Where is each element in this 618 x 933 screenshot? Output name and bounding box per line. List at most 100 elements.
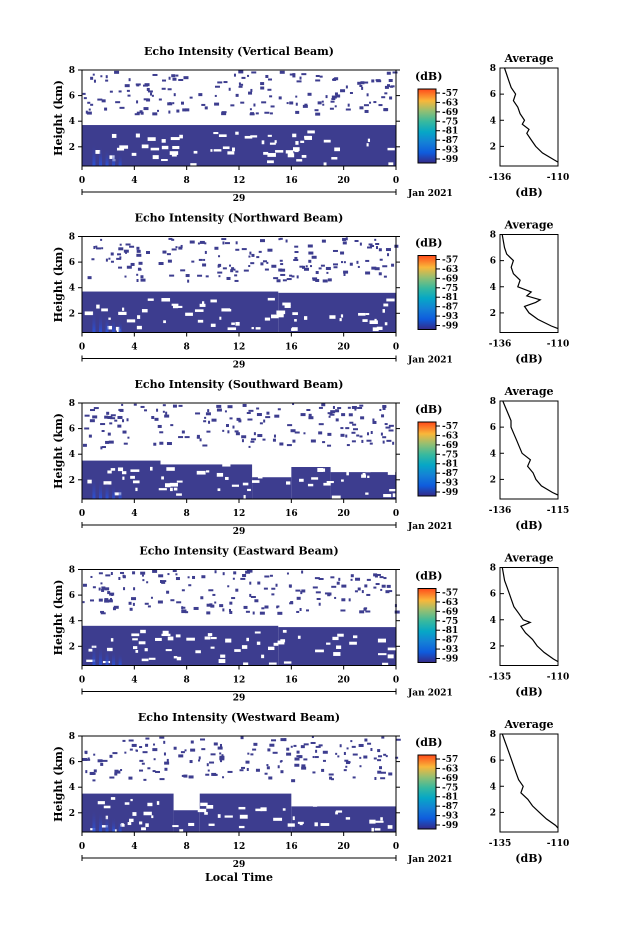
- upper-echo: [85, 770, 88, 774]
- upper-echo: [341, 584, 347, 588]
- upper-echo: [152, 748, 158, 752]
- upper-echo: [303, 267, 309, 271]
- colorbar-tick-label: -75: [442, 284, 458, 294]
- gap-pixel: [323, 162, 327, 166]
- upper-echo: [329, 107, 334, 110]
- upper-echo: [181, 606, 186, 609]
- colorbar-tick-label: -93: [442, 146, 458, 156]
- upper-echo: [310, 741, 316, 744]
- average-frame: [499, 234, 559, 333]
- upper-echo: [265, 74, 269, 78]
- upper-echo: [161, 87, 166, 90]
- upper-echo: [285, 239, 288, 243]
- upper-echo: [326, 271, 329, 274]
- upper-echo: [280, 770, 284, 774]
- upper-echo: [380, 777, 386, 780]
- avg-x-tick-label: -110: [547, 673, 570, 683]
- colorbar: [417, 754, 437, 830]
- upper-echo: [258, 250, 262, 253]
- upper-echo: [209, 761, 215, 764]
- upper-echo: [225, 424, 229, 428]
- upper-echo: [106, 411, 110, 415]
- gap-pixel: [222, 463, 231, 467]
- upper-echo: [284, 738, 287, 742]
- upper-echo: [239, 769, 244, 772]
- x-tick-label: 0: [393, 343, 399, 353]
- upper-echo: [247, 752, 250, 755]
- gap-pixel: [222, 146, 230, 150]
- upper-echo: [294, 251, 299, 254]
- upper-echo: [348, 413, 353, 417]
- upper-echo: [98, 598, 103, 602]
- upper-echo: [367, 742, 372, 745]
- gap-pixel: [255, 327, 261, 330]
- gap-pixel: [326, 642, 331, 645]
- upper-echo: [222, 572, 225, 576]
- day-label: 29: [233, 527, 246, 537]
- gap-pixel: [238, 806, 246, 810]
- upper-echo: [371, 266, 377, 270]
- upper-echo: [266, 764, 269, 767]
- gap-pixel: [294, 319, 297, 322]
- upper-echo: [216, 404, 222, 408]
- gap-pixel: [197, 808, 207, 813]
- y-tick-label: 6: [69, 92, 75, 102]
- upper-echo: [97, 98, 103, 101]
- upper-echo: [286, 444, 292, 447]
- colorbar: [417, 255, 437, 330]
- upper-echo: [290, 429, 296, 433]
- upper-echo: [170, 424, 174, 427]
- gap-pixel: [213, 132, 219, 135]
- gap-pixel: [307, 483, 314, 487]
- upper-echo: [170, 599, 175, 602]
- colorbar: [417, 421, 437, 497]
- upper-echo: [92, 73, 95, 76]
- gap-pixel: [271, 314, 279, 319]
- upper-echo: [274, 414, 280, 418]
- gap-pixel: [321, 468, 326, 472]
- colorbar-tick-label: -87: [442, 136, 458, 146]
- upper-echo: [314, 756, 319, 759]
- upper-echo: [219, 743, 222, 747]
- upper-echo: [269, 112, 273, 115]
- upper-echo: [101, 586, 106, 590]
- upper-echo: [304, 103, 308, 107]
- upper-echo: [198, 93, 203, 97]
- upper-echo: [253, 103, 256, 107]
- upper-echo: [168, 76, 171, 80]
- upper-echo: [213, 742, 218, 746]
- upper-echo: [385, 426, 391, 429]
- upper-echo: [247, 418, 253, 421]
- surface-echo: [112, 651, 116, 666]
- avg-y-tick-label: 8: [490, 64, 496, 74]
- upper-echo: [229, 264, 232, 267]
- upper-echo: [332, 78, 335, 81]
- upper-echo: [182, 108, 187, 112]
- upper-echo: [332, 405, 335, 409]
- upper-echo: [145, 737, 150, 740]
- upper-echo: [105, 75, 108, 79]
- upper-echo: [173, 746, 177, 750]
- colorbar-tick-label: -63: [442, 764, 458, 774]
- upper-echo: [180, 269, 186, 272]
- gap-pixel: [219, 316, 222, 320]
- upper-echo: [117, 424, 122, 428]
- gap-pixel: [220, 654, 226, 658]
- average-frame: [499, 400, 559, 500]
- upper-echo: [299, 76, 302, 80]
- upper-echo: [354, 590, 358, 593]
- upper-echo: [330, 778, 334, 781]
- x-tick-label: 12: [233, 343, 246, 353]
- gap-pixel: [150, 147, 160, 151]
- gap-pixel: [132, 480, 140, 484]
- upper-echo: [135, 749, 138, 752]
- upper-echo: [329, 413, 335, 416]
- upper-echo: [321, 239, 326, 243]
- y-tick-label: 8: [69, 233, 75, 243]
- y-tick-label: 8: [69, 732, 75, 742]
- panel-4: [78, 733, 559, 861]
- upper-echo: [181, 606, 184, 610]
- gap-pixel: [358, 799, 366, 803]
- upper-echo: [280, 760, 283, 763]
- upper-echo: [101, 247, 104, 250]
